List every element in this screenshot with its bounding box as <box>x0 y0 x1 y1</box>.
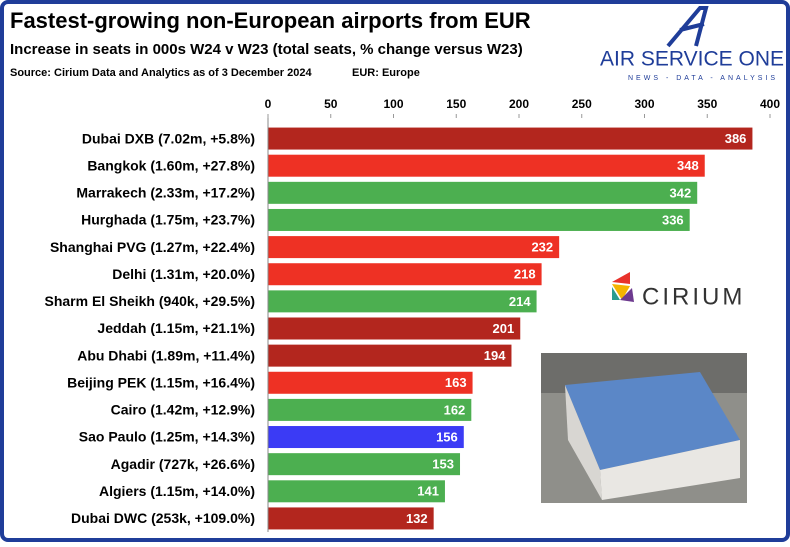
value-label: 194 <box>484 348 506 363</box>
x-tick-label: 50 <box>324 97 338 111</box>
bar <box>268 127 753 150</box>
bar <box>268 154 705 177</box>
category-label: Abu Dhabi (1.89m, +11.4%) <box>77 347 255 363</box>
bar <box>268 236 560 259</box>
bar <box>268 507 434 530</box>
category-label: Cairo (1.42m, +12.9%) <box>111 402 255 418</box>
value-label: 141 <box>417 484 439 499</box>
bar <box>268 398 472 421</box>
bar <box>268 317 521 340</box>
category-label: Shanghai PVG (1.27m, +22.4%) <box>50 239 255 255</box>
category-label: Agadir (727k, +26.6%) <box>111 456 255 472</box>
bar <box>268 263 542 286</box>
bar <box>268 480 445 503</box>
x-tick-label: 300 <box>634 97 654 111</box>
bar <box>268 453 461 476</box>
bar <box>268 371 473 394</box>
bar <box>268 181 698 204</box>
value-label: 163 <box>445 375 467 390</box>
category-label: Sao Paulo (1.25m, +14.3%) <box>79 429 255 445</box>
value-label: 232 <box>531 240 553 255</box>
value-label: 132 <box>406 511 428 526</box>
x-tick-label: 250 <box>572 97 592 111</box>
x-tick-label: 350 <box>697 97 717 111</box>
value-label: 201 <box>493 321 515 336</box>
category-label: Algiers (1.15m, +14.0%) <box>99 483 255 499</box>
bar <box>268 426 464 449</box>
brand: AIR SERVICE ONE <box>600 48 784 71</box>
bar <box>268 208 690 231</box>
category-label: Sharm El Sheikh (940k, +29.5%) <box>45 293 256 309</box>
chart-subtitle: Increase in seats in 000s W24 v W23 (tot… <box>10 41 523 58</box>
partner: CIRIUM <box>642 283 745 310</box>
x-tick-label: 100 <box>383 97 403 111</box>
value-label: 336 <box>662 212 684 227</box>
value-label: 218 <box>514 267 536 282</box>
chart-title: Fastest-growing non-European airports fr… <box>10 8 531 33</box>
value-label: 153 <box>432 457 454 472</box>
value-label: 162 <box>444 402 466 417</box>
photo <box>541 353 747 503</box>
x-tick-label: 400 <box>760 97 780 111</box>
note: EUR: Europe <box>352 67 420 79</box>
category-label: Beijing PEK (1.15m, +16.4%) <box>67 374 255 390</box>
category-label: Bangkok (1.60m, +27.8%) <box>87 157 255 173</box>
category-label: Dubai DXB (7.02m, +5.8%) <box>82 130 255 146</box>
x-tick-label: 0 <box>265 97 272 111</box>
category-label: Hurghada (1.75m, +23.7%) <box>81 212 255 228</box>
category-label: Dubai DWC (253k, +109.0%) <box>71 510 255 526</box>
category-label: Delhi (1.31m, +20.0%) <box>112 266 255 282</box>
x-tick-label: 150 <box>446 97 466 111</box>
value-label: 214 <box>509 294 531 309</box>
category-label: Marrakech (2.33m, +17.2%) <box>76 185 255 201</box>
value-label: 348 <box>677 158 699 173</box>
source: Source: Cirium Data and Analytics as of … <box>10 67 312 79</box>
x-tick-label: 200 <box>509 97 529 111</box>
bar <box>268 290 537 313</box>
partner-icon <box>612 272 634 302</box>
value-label: 156 <box>436 429 458 444</box>
brand-icon <box>666 6 709 48</box>
value-label: 386 <box>725 131 747 146</box>
category-label: Jeddah (1.15m, +21.1%) <box>97 320 255 336</box>
tagline: NEWS - DATA - ANALYSIS <box>628 75 778 82</box>
value-label: 342 <box>670 185 692 200</box>
bar <box>268 344 512 367</box>
